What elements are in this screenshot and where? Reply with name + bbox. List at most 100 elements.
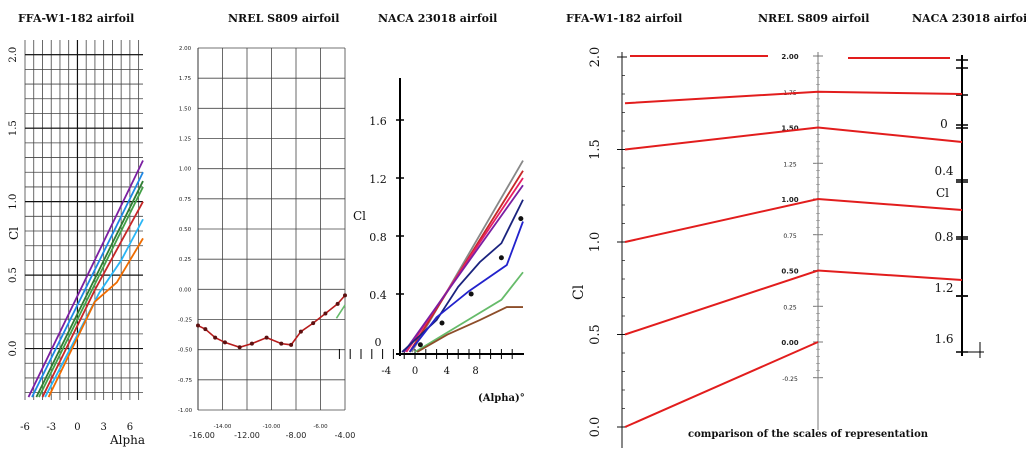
y-tick-label: 0.5 — [8, 267, 19, 283]
series-line — [27, 160, 144, 398]
y-tick-label: 1.2 — [369, 173, 387, 186]
panel4-caption: comparison of the scales of representati… — [688, 429, 929, 440]
series-marker — [264, 335, 269, 340]
y-tick-label: -0.75 — [178, 378, 193, 384]
left-axis-tick-label: 0.5 — [588, 324, 603, 345]
x-tick-label: 6 — [127, 422, 133, 433]
y-tick-label: 1.50 — [179, 106, 192, 112]
series-marker — [279, 341, 284, 346]
y-tick-label: 0.00 — [179, 287, 192, 293]
comparison-panel: 0.00.51.01.52.0 2.001.751.501.251.000.750… — [588, 47, 984, 448]
middle-axis-tick-label: 0.75 — [783, 233, 797, 240]
series-line — [44, 218, 144, 398]
right-axis-tick-label: 0 — [940, 117, 948, 131]
panel2-title: NREL S809 airfoil — [228, 12, 339, 25]
y-tick-label: 1.75 — [179, 76, 192, 82]
middle-axis-tick-label: 0.00 — [781, 339, 798, 347]
series-marker — [439, 320, 445, 326]
y-tick-label: 1.25 — [179, 137, 192, 143]
series-line — [414, 271, 524, 353]
series-marker — [289, 342, 294, 347]
series-marker — [343, 293, 347, 298]
series-marker — [196, 323, 200, 328]
y-tick-label: -1.00 — [178, 408, 193, 414]
panel4-col3-title: NACA 23018 airfoil — [912, 12, 1026, 25]
x-tick-label: -10.00 — [263, 424, 281, 430]
series-marker — [518, 216, 524, 222]
x-tick-label: -8.00 — [286, 431, 307, 440]
series-marker — [311, 321, 316, 326]
scale-link-line — [624, 126, 963, 151]
panel1-title: FFA-W1-182 airfoil — [18, 12, 134, 25]
naca-panel: 0 0.4 0.8 1.2 1.6 -4 0 4 8 — [338, 78, 524, 377]
series-marker — [203, 327, 208, 332]
x-tick-label: -6 — [20, 422, 30, 433]
series-line — [403, 184, 524, 353]
series-marker — [249, 341, 254, 346]
series-line — [38, 186, 144, 398]
right-axis-tick-label: 1.6 — [934, 332, 953, 346]
y-tick-label: 0.25 — [179, 257, 192, 263]
scale-link-line — [624, 269, 963, 336]
y-tick-label: 1.5 — [8, 120, 19, 136]
y-tick-label: 1.6 — [369, 115, 387, 128]
panel4-col2-title: NREL S809 airfoil — [758, 12, 869, 25]
left-axis-tick-label: 0.0 — [588, 417, 603, 438]
series-line — [41, 201, 144, 398]
series-group — [401, 160, 524, 353]
series-marker — [335, 301, 340, 306]
y-tick-label: 0 — [375, 336, 382, 349]
series-line — [31, 171, 144, 398]
panel4-right-label: Cl — [936, 186, 949, 200]
y-tick-label: -0.25 — [178, 318, 193, 324]
y-tick-label: 0.50 — [179, 227, 192, 233]
panel3-ylabel: Cl — [353, 209, 366, 223]
x-tick-label: -4 — [381, 366, 391, 377]
nrel-panel: 2.00 1.75 1.50 1.25 1.00 0.75 0.50 0.25 0.00 -0.2… — [178, 46, 355, 440]
middle-axis-tick-label: 0.25 — [783, 304, 797, 311]
left-axis-tick-label: 1.5 — [588, 139, 603, 160]
middle-axis-tick-label: -0.25 — [782, 376, 798, 383]
middle-axis-tick-label: 2.00 — [781, 53, 798, 61]
panel3-title: NACA 23018 airfoil — [378, 12, 497, 25]
y-tick-label: 0.75 — [179, 197, 192, 203]
x-tick-label: 0 — [412, 366, 418, 377]
panel1-xlabel: Alpha — [109, 433, 145, 447]
x-tick-label: 3 — [100, 422, 106, 433]
series-line — [35, 180, 144, 398]
x-tick-label: -6.00 — [313, 424, 328, 430]
panel1-ylabel: Cl — [7, 227, 21, 240]
series-line — [335, 304, 346, 319]
series-marker — [237, 345, 242, 350]
series-marker — [468, 291, 474, 297]
middle-axis-tick-label: 1.00 — [781, 196, 798, 204]
y-tick-label: -0.50 — [178, 348, 193, 354]
scale-link-line — [624, 341, 819, 428]
series-marker — [417, 342, 423, 348]
scale-link-line — [624, 197, 963, 243]
series-marker — [298, 329, 303, 334]
scale-link-line — [624, 90, 963, 105]
series-marker — [213, 335, 218, 340]
ffa-panel: -6 -3 0 3 6 0.0 0.5 1.0 1.5 2.0 — [8, 40, 144, 433]
series-marker — [323, 311, 328, 316]
left-axis-tick-label: 1.0 — [588, 232, 603, 253]
left-axis-tick-label: 2.0 — [588, 47, 603, 68]
panel4-col1-title: FFA-W1-182 airfoil — [566, 12, 682, 25]
right-axis-tick-label: 0.8 — [934, 230, 953, 244]
x-tick-label: -12.00 — [234, 431, 260, 440]
middle-axis-tick-label: 1.25 — [783, 161, 797, 168]
x-tick-label: -14.00 — [214, 424, 232, 430]
y-tick-label: 2.0 — [8, 47, 19, 63]
panel4-left-label: Cl — [571, 284, 587, 300]
x-tick-label: 8 — [472, 366, 478, 377]
series-line — [47, 237, 144, 398]
middle-axis-tick-label: 1.50 — [781, 125, 798, 133]
right-axis-tick-label: 0.4 — [934, 164, 953, 178]
y-tick-label: 0.8 — [369, 231, 387, 244]
x-tick-label: 0 — [74, 422, 80, 433]
series-line — [416, 306, 523, 353]
middle-axis-tick-label: 0.50 — [781, 268, 798, 276]
x-tick-label: -16.00 — [189, 431, 215, 440]
